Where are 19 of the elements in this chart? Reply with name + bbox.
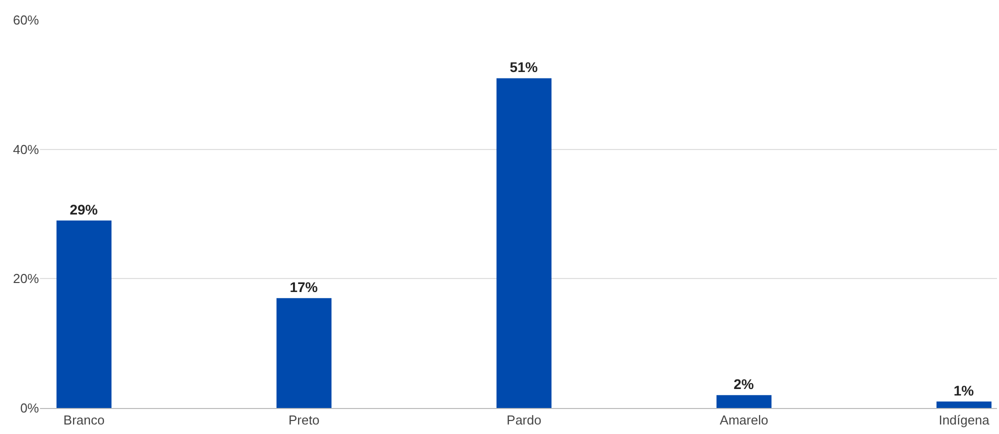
- y-tick-label: 60%: [12, 12, 40, 28]
- y-tick-label: 0%: [20, 400, 40, 416]
- bar: [936, 402, 992, 408]
- y-tick-label: 20%: [12, 271, 40, 286]
- x-tick-label: Preto: [288, 412, 320, 428]
- data-label: 29%: [70, 201, 98, 218]
- bar: [496, 78, 552, 408]
- bar: [276, 298, 332, 408]
- x-tick-label: Branco: [63, 412, 105, 428]
- data-label: 51%: [510, 59, 538, 76]
- bar: [716, 395, 772, 408]
- data-label: 2%: [734, 376, 754, 392]
- x-tick-label: Indígena: [938, 412, 990, 428]
- bar: [56, 220, 112, 408]
- x-tick-label: Amarelo: [720, 412, 768, 428]
- data-label: 17%: [290, 279, 318, 296]
- data-label: 1%: [954, 382, 974, 399]
- y-tick-label: 40%: [12, 142, 40, 157]
- x-tick-label: Pardo: [506, 412, 542, 428]
